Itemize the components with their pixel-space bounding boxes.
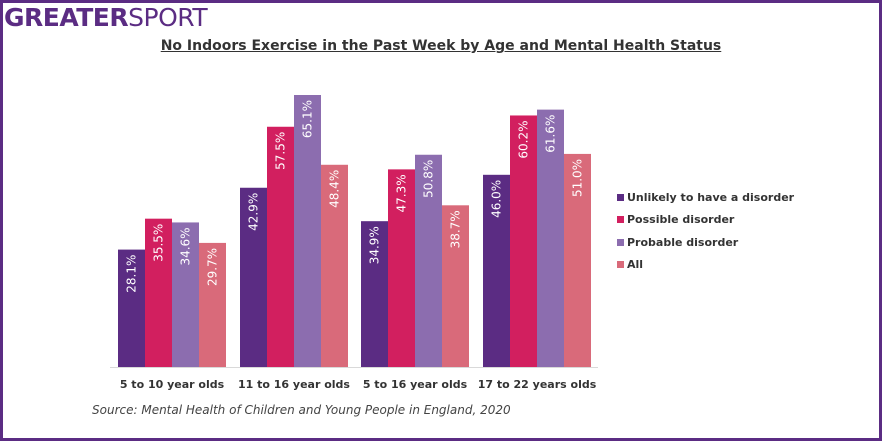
data-label: 42.9% xyxy=(247,193,261,231)
legend-swatch xyxy=(617,261,624,269)
data-label: 34.9% xyxy=(368,226,382,264)
legend-item: Possible disorder xyxy=(617,209,794,232)
data-label: 61.6% xyxy=(544,115,558,153)
data-label: 51.0% xyxy=(571,159,585,197)
source-note: Source: Mental Health of Children and Yo… xyxy=(92,403,511,417)
bar xyxy=(442,205,469,367)
bar xyxy=(294,95,321,367)
legend-swatch xyxy=(617,238,624,246)
data-label: 50.8% xyxy=(422,160,436,198)
logo-part-bold: GREATER xyxy=(4,3,129,32)
legend-swatch xyxy=(617,216,624,224)
chart-title: No Indoors Exercise in the Past Week by … xyxy=(160,38,722,54)
data-label: 65.1% xyxy=(301,100,315,138)
bar xyxy=(118,249,145,367)
x-tick-label: 5 to 10 year olds xyxy=(120,378,225,391)
legend-swatch xyxy=(617,193,624,201)
bar xyxy=(172,222,199,367)
data-label: 47.3% xyxy=(395,174,409,212)
bar xyxy=(267,126,294,367)
legend: Unlikely to have a disorder Possible diso… xyxy=(617,186,794,276)
bar xyxy=(145,218,172,367)
legend-item: Unlikely to have a disorder xyxy=(617,186,794,209)
data-label: 34.6% xyxy=(179,227,193,265)
data-label: 28.1% xyxy=(125,255,139,293)
bar xyxy=(564,153,591,367)
logo-part-light: SPORT xyxy=(128,3,208,32)
data-label: 46.0% xyxy=(490,180,504,218)
x-tick-label: 11 to 16 year olds xyxy=(238,378,350,391)
data-label: 38.7% xyxy=(449,210,463,248)
bar xyxy=(321,164,348,367)
bar xyxy=(361,221,388,367)
bar xyxy=(199,242,226,367)
legend-item: All xyxy=(617,254,794,277)
legend-label: Unlikely to have a disorder xyxy=(627,190,795,204)
legend-label: Possible disorder xyxy=(627,213,735,227)
legend-label: All xyxy=(627,258,644,272)
data-label: 57.5% xyxy=(274,132,288,170)
bar xyxy=(483,174,510,367)
data-label: 48.4% xyxy=(328,170,342,208)
bar xyxy=(510,115,537,368)
bar xyxy=(537,109,564,367)
bar xyxy=(388,169,415,367)
bar xyxy=(240,187,267,367)
legend-item: Probable disorder xyxy=(617,231,794,254)
data-label: 29.7% xyxy=(206,248,220,286)
data-label: 60.2% xyxy=(517,120,531,158)
bar xyxy=(415,154,442,367)
greatersport-logo: GREATERSPORT xyxy=(4,3,208,32)
x-tick-label: 5 to 16 year olds xyxy=(363,378,468,391)
data-label: 35.5% xyxy=(152,224,166,262)
x-tick-label: 17 to 22 years olds xyxy=(478,378,597,391)
legend-label: Probable disorder xyxy=(627,235,739,249)
